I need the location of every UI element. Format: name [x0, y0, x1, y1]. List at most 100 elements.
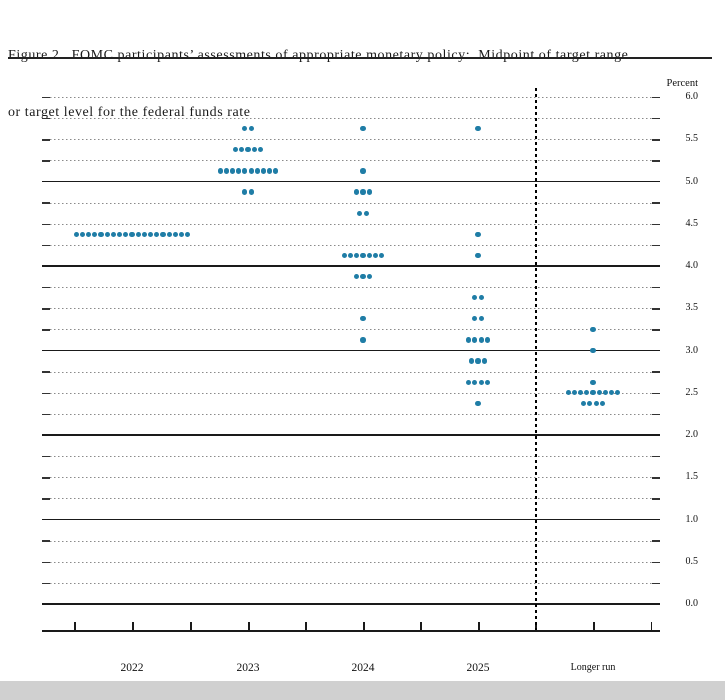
gridline-dotted — [50, 392, 652, 394]
dot-marker — [360, 168, 366, 174]
y-axis-tick-label: 5.0 — [685, 175, 699, 187]
dot-marker — [593, 400, 599, 406]
dot-marker — [233, 147, 239, 153]
gridline-end-tick — [652, 117, 660, 120]
gridline-dotted — [50, 308, 652, 310]
dot-marker — [267, 168, 273, 174]
dot-marker — [366, 189, 372, 195]
gridline-end-tick — [42, 582, 50, 585]
y-axis-tick-label: 4.5 — [685, 217, 699, 229]
dot-marker — [584, 390, 590, 396]
dot-marker — [148, 231, 154, 237]
y-axis-title: Percent — [666, 78, 699, 89]
x-axis-tick — [363, 622, 365, 632]
gridline-end-tick — [42, 223, 50, 225]
dot-marker — [172, 231, 178, 237]
x-axis-tick — [305, 622, 307, 632]
x-axis-tick — [248, 622, 250, 632]
dot-marker — [615, 390, 621, 396]
gridline-end-tick — [652, 371, 660, 373]
dot-marker — [357, 210, 363, 216]
dot-marker — [129, 231, 135, 237]
gridline-end-tick — [42, 371, 50, 373]
dot-marker — [251, 147, 257, 153]
dot-marker — [123, 231, 129, 237]
dot-marker — [466, 379, 472, 385]
dot-marker — [360, 273, 366, 280]
dot-marker — [478, 316, 484, 322]
gridline-end-tick — [652, 286, 660, 289]
gridline-end-tick — [42, 329, 50, 331]
dot-marker — [360, 337, 366, 343]
dot-marker — [360, 189, 366, 195]
gridline-dotted — [50, 160, 652, 162]
figure-title-line1: Figure 2. FOMC participants’ assessments… — [8, 48, 629, 63]
dot-marker — [469, 358, 475, 364]
dot-marker — [466, 337, 472, 343]
dot-marker — [229, 168, 236, 174]
gridline-solid — [42, 180, 660, 183]
dot-marker — [475, 358, 481, 364]
dot-marker — [254, 168, 260, 174]
x-axis-tick — [420, 622, 422, 632]
dot-marker — [348, 252, 354, 259]
gridline-dotted — [50, 223, 652, 225]
dot-marker — [578, 390, 584, 396]
dot-marker — [110, 231, 116, 237]
dot-marker — [596, 390, 602, 396]
dot-marker — [481, 358, 487, 364]
y-axis-tick-label: 0.0 — [685, 598, 699, 609]
gridline-end-tick — [42, 308, 50, 310]
y-axis-tick-label: 2.0 — [685, 429, 699, 440]
dot-marker — [484, 379, 490, 385]
dot-marker — [73, 231, 79, 237]
gridline-end-tick — [42, 413, 50, 416]
dot-marker — [179, 231, 185, 237]
x-axis-label-2022: 2022 — [120, 662, 144, 674]
gridline-end-tick — [42, 392, 50, 394]
dot-marker — [239, 147, 245, 153]
dot-marker — [472, 379, 478, 385]
dot-marker — [217, 168, 223, 174]
gridline-end-tick — [652, 308, 660, 310]
dot-marker — [590, 390, 596, 396]
dot-marker — [590, 326, 596, 332]
gridline-dotted — [50, 97, 652, 98]
gridline-solid — [42, 349, 660, 352]
dot-marker — [363, 210, 369, 216]
gridline-end-tick — [652, 413, 660, 416]
dot-marker — [98, 231, 104, 237]
dot-marker — [273, 168, 279, 174]
gridline-end-tick — [42, 244, 50, 247]
gridline-end-tick — [42, 561, 50, 563]
dot-marker — [354, 189, 360, 195]
dot-marker — [360, 316, 366, 322]
gridline-end-tick — [42, 540, 50, 542]
dot-marker — [79, 231, 85, 237]
dot-marker — [587, 400, 593, 406]
x-axis-label-2025: 2025 — [466, 662, 490, 674]
dot-marker — [571, 390, 577, 396]
x-axis-tick — [478, 622, 480, 632]
gridline-dotted — [50, 561, 652, 563]
dot-marker — [472, 316, 478, 322]
gridline-end-tick — [652, 223, 660, 225]
gridline-end-tick — [652, 582, 660, 585]
dot-marker — [590, 347, 596, 354]
gridline-end-tick — [652, 392, 660, 394]
dot-marker — [475, 252, 481, 259]
dot-marker — [478, 379, 484, 385]
dot-marker — [581, 400, 587, 406]
dot-marker — [248, 126, 254, 132]
gridline-end-tick — [652, 244, 660, 247]
x-axis-tick — [74, 622, 76, 632]
gridline-end-tick — [652, 540, 660, 542]
dot-marker — [248, 168, 254, 174]
dot-marker — [166, 231, 172, 237]
y-axis-tick-label: 3.0 — [685, 344, 699, 356]
dot-marker — [92, 231, 98, 237]
gridline-dotted — [50, 139, 652, 141]
gridline-dotted — [50, 456, 652, 458]
gridline-dotted — [50, 287, 652, 289]
